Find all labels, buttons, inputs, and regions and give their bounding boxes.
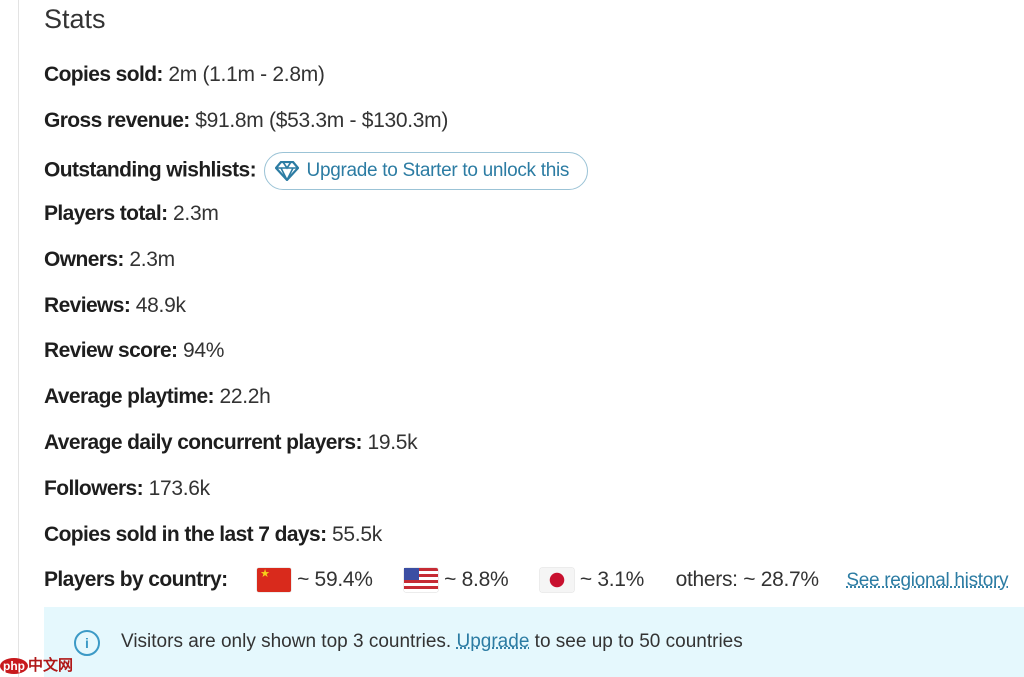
stat-value: 94% — [182, 339, 225, 362]
stat-label: Reviews: — [44, 294, 131, 317]
diamond-icon — [274, 161, 299, 181]
left-divider — [18, 0, 19, 677]
stat-owners: Owners: 2.3m — [44, 245, 175, 275]
stat-players-total: Players total: 2.3m — [44, 199, 219, 229]
info-text-after: to see up to 50 countries — [529, 631, 743, 652]
country-value: ~ 8.8% — [444, 568, 509, 591]
stat-value: 173.6k — [148, 477, 211, 500]
stat-copies-last-7-days: Copies sold in the last 7 days: 55.5k — [44, 520, 382, 550]
stat-value: 48.9k — [135, 294, 186, 317]
country-item: ~ 3.1% — [539, 568, 645, 593]
stat-value: 2.3m — [173, 202, 219, 225]
stat-outstanding-wishlists: Outstanding wishlists: Upgrade to Starte… — [44, 152, 589, 190]
country-value: ~ 59.4% — [297, 568, 373, 591]
stat-label: Owners: — [44, 248, 124, 271]
country-item: ~ 59.4% — [257, 567, 373, 593]
see-regional-history-link[interactable]: See regional history — [846, 570, 1009, 591]
info-text-before: Visitors are only shown top 3 countries. — [121, 631, 457, 652]
stat-label: Copies sold: — [44, 63, 163, 86]
stat-value: 19.5k — [367, 431, 418, 454]
stat-review-score: Review score: 94% — [44, 336, 224, 366]
watermark-logo: php 中文网 — [0, 654, 73, 675]
upgrade-starter-button[interactable]: Upgrade to Starter to unlock this — [263, 152, 589, 190]
stat-value: 2.3m — [129, 248, 175, 271]
upgrade-link[interactable]: Upgrade — [456, 631, 530, 652]
usa-flag-icon — [404, 568, 439, 593]
stat-value: 22.2h — [219, 385, 271, 408]
japan-flag-icon — [539, 568, 574, 593]
others-value: others: ~ 28.7% — [675, 568, 819, 591]
info-text: Visitors are only shown top 3 countries.… — [121, 631, 743, 653]
country-item: ~ 8.8% — [404, 568, 509, 593]
stat-reviews: Reviews: 48.9k — [44, 291, 186, 321]
stat-label: Average playtime: — [44, 385, 215, 408]
stat-value: $91.8m ($53.3m - $130.3m) — [195, 109, 449, 132]
stat-label: Followers: — [44, 477, 144, 500]
stat-label: Gross revenue: — [44, 109, 190, 132]
section-title: Stats — [44, 4, 106, 34]
stat-followers: Followers: 173.6k — [44, 474, 210, 504]
info-banner: i Visitors are only shown top 3 countrie… — [44, 607, 1024, 677]
country-label: Players by country: — [44, 568, 228, 591]
stat-label: Outstanding wishlists: — [44, 158, 257, 182]
info-icon: i — [74, 630, 100, 656]
stat-label: Review score: — [44, 339, 178, 362]
stat-label: Average daily concurrent players: — [44, 431, 363, 454]
stat-average-playtime: Average playtime: 22.2h — [44, 382, 271, 412]
china-flag-icon — [257, 567, 292, 593]
stat-copies-sold: Copies sold: 2m (1.1m - 2.8m) — [44, 60, 325, 90]
players-by-country: Players by country: ~ 59.4% ~ 8.8% ~ 3.1… — [44, 565, 1009, 595]
stat-value: 2m (1.1m - 2.8m) — [168, 63, 325, 86]
country-value: ~ 3.1% — [579, 568, 645, 591]
stat-label: Copies sold in the last 7 days: — [44, 523, 327, 546]
stat-gross-revenue: Gross revenue: $91.8m ($53.3m - $130.3m) — [44, 106, 448, 136]
stat-value: 55.5k — [332, 523, 382, 546]
stat-label: Players total: — [44, 202, 168, 225]
stat-daily-concurrent: Average daily concurrent players: 19.5k — [44, 428, 418, 458]
upgrade-label: Upgrade to Starter to unlock this — [306, 160, 570, 181]
